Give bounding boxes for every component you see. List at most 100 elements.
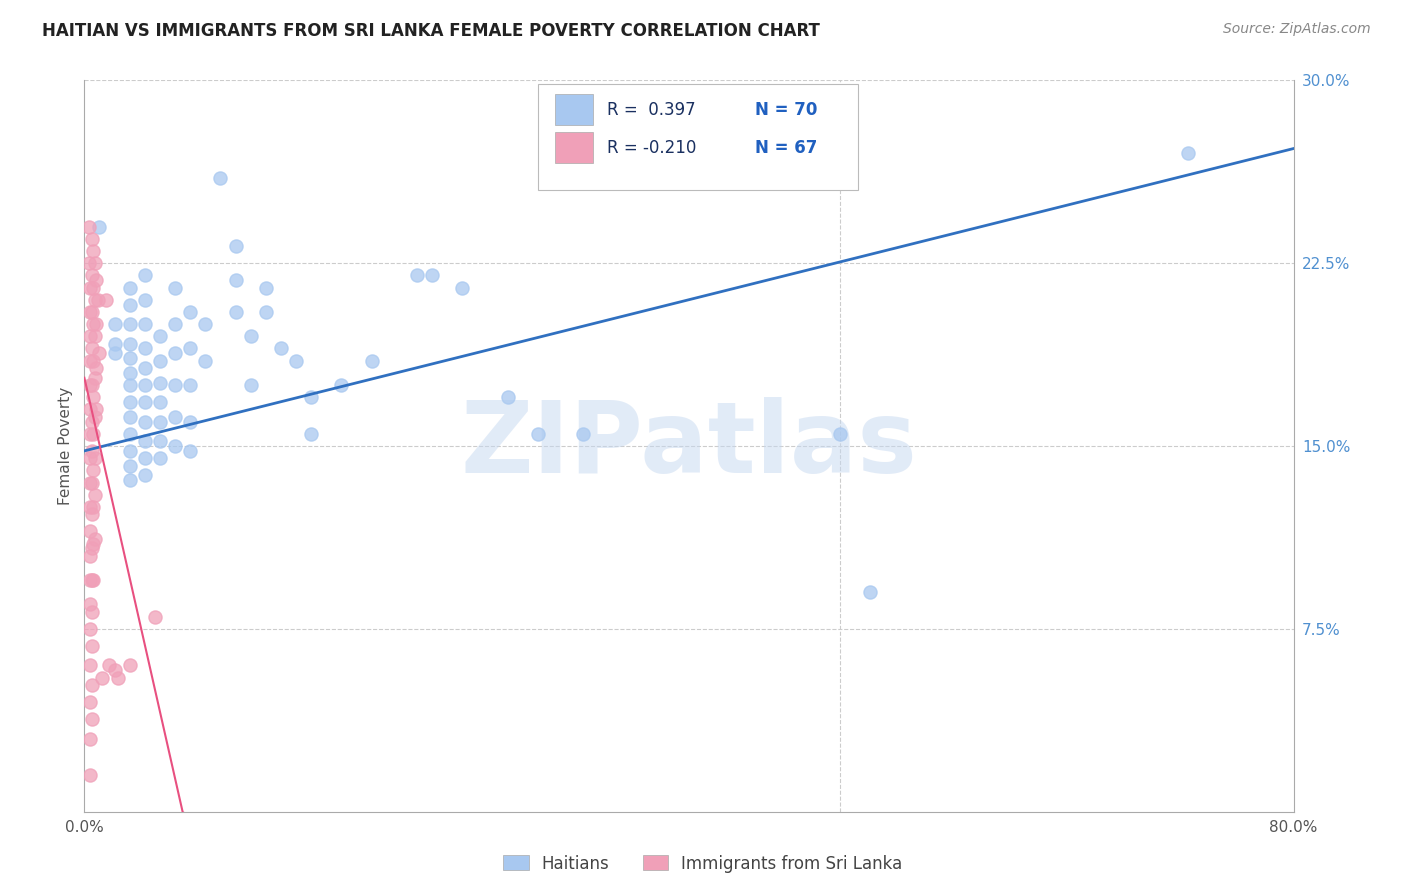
Point [118,280,141,294]
Point [86,317,108,331]
Point [80,639,103,653]
Point [134,342,156,356]
Point [118,378,141,392]
Point [165,378,187,392]
Point [79,622,101,636]
Point [82,280,104,294]
Point [118,395,141,409]
Point [82,573,104,587]
Point [84,532,107,546]
Point [87,293,110,307]
Point [149,353,172,368]
Point [134,293,156,307]
Point [179,305,201,319]
Point [149,329,172,343]
Point [80,342,103,356]
Point [77,256,100,270]
Point [82,463,104,477]
Point [79,500,101,514]
Point [79,280,101,294]
Point [165,317,187,331]
Point [80,232,103,246]
Point [80,678,103,692]
Point [79,768,101,782]
Point [134,395,156,409]
Point [134,468,156,483]
Point [149,376,172,390]
Point [86,402,108,417]
Point [118,473,141,487]
Point [82,244,104,258]
Text: ZIPatlas: ZIPatlas [461,398,917,494]
Point [79,378,101,392]
Point [104,336,127,351]
Point [134,378,156,392]
Point [225,239,247,253]
Point [80,415,103,429]
Point [118,443,141,458]
Text: N = 70: N = 70 [755,101,818,119]
Point [80,508,103,522]
Point [149,415,172,429]
Point [406,268,429,283]
Point [89,219,111,234]
Point [330,378,353,392]
Point [496,390,519,404]
Point [82,426,104,441]
Point [134,361,156,376]
Point [830,426,852,441]
Point [239,329,262,343]
Point [79,549,101,563]
Point [179,415,201,429]
Text: R =  0.397: R = 0.397 [607,101,696,119]
Point [149,451,172,466]
Point [84,451,107,466]
Point [104,346,127,360]
Point [118,458,141,473]
FancyBboxPatch shape [538,84,858,190]
Point [79,731,101,746]
Point [79,658,101,673]
Point [94,293,117,307]
Point [299,426,322,441]
Point [79,451,101,466]
Point [82,390,104,404]
Point [118,426,141,441]
Point [134,317,156,331]
Point [179,378,201,392]
Point [118,658,141,673]
Point [225,273,247,287]
Point [79,524,101,539]
Point [299,390,322,404]
Point [82,500,104,514]
Legend: Haitians, Immigrants from Sri Lanka: Haitians, Immigrants from Sri Lanka [496,848,910,880]
Point [165,439,187,453]
Point [225,305,247,319]
Point [80,378,103,392]
Point [79,475,101,490]
Point [194,353,217,368]
Point [1177,146,1199,161]
Point [80,573,103,587]
Point [89,346,111,360]
Point [179,443,201,458]
Text: N = 67: N = 67 [755,138,818,157]
Point [194,317,217,331]
Point [84,409,107,424]
Point [360,353,382,368]
Point [84,488,107,502]
Point [86,273,108,287]
Point [79,402,101,417]
Point [118,336,141,351]
Point [149,434,172,449]
Point [572,426,595,441]
Point [107,671,129,685]
Point [80,605,103,619]
Point [134,451,156,466]
Point [84,256,107,270]
Point [118,366,141,380]
Point [165,346,187,360]
Point [118,297,141,311]
Point [254,280,277,294]
Point [79,573,101,587]
